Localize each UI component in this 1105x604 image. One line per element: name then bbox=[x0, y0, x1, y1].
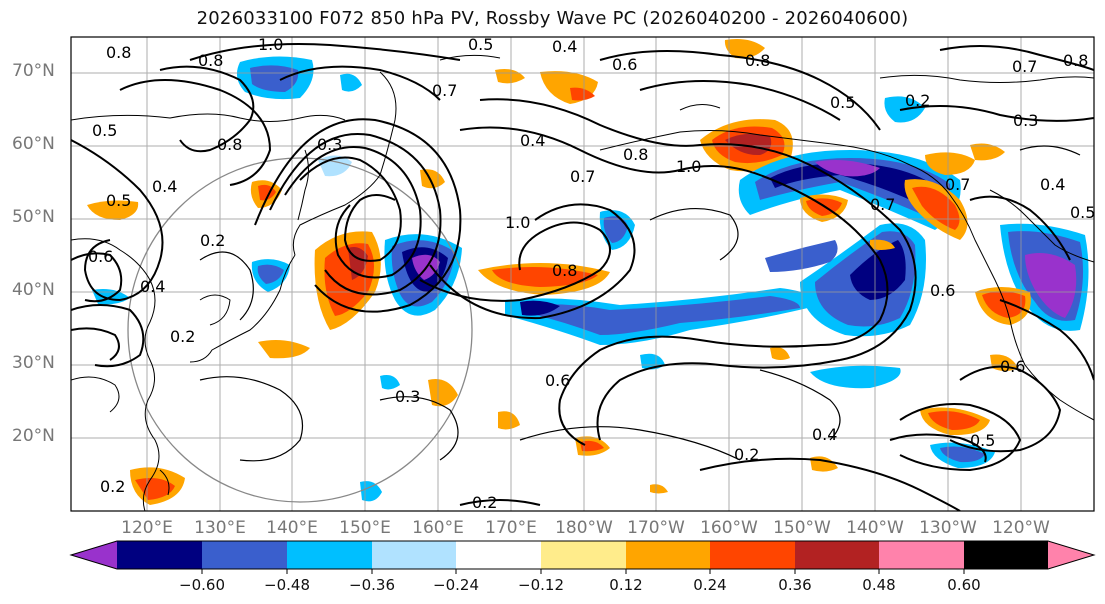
colorbar bbox=[69, 540, 1096, 574]
contour-label: 0.6 bbox=[930, 281, 955, 300]
contour-label: 0.8 bbox=[552, 261, 577, 280]
colorbar-bin bbox=[287, 541, 372, 569]
contour-label: 0.7 bbox=[432, 81, 457, 100]
colorbar-bin bbox=[372, 541, 456, 569]
lon-label: 150°E bbox=[339, 518, 391, 538]
colorbar-tick-label: 0.36 bbox=[778, 576, 812, 594]
colorbar-bin bbox=[202, 541, 287, 569]
contour-label: 0.8 bbox=[745, 51, 770, 70]
contour-label: 0.2 bbox=[905, 91, 930, 110]
colorbar-bin bbox=[710, 541, 795, 569]
colorbar-tick-label: −0.48 bbox=[264, 576, 310, 594]
contour-label: 0.5 bbox=[1070, 203, 1095, 222]
lat-label: 70°N bbox=[12, 61, 55, 81]
lon-label: 120°E bbox=[121, 518, 173, 538]
lat-label: 20°N bbox=[12, 426, 55, 446]
colorbar-tick-label: 0.24 bbox=[693, 576, 727, 594]
contour-label: 0.5 bbox=[92, 121, 117, 140]
contour-labels: 1.0 0.8 0.5 0.4 0.6 0.8 0.7 0.8 0.7 0.3 … bbox=[88, 35, 1095, 512]
lon-label: 120°W bbox=[992, 518, 1050, 538]
lon-label: 180°W bbox=[555, 518, 613, 538]
contour-label: 0.8 bbox=[623, 145, 648, 164]
contour-label: 0.8 bbox=[1063, 51, 1088, 70]
contour-label: 0.3 bbox=[1013, 111, 1038, 130]
colorbar-tick-label: −0.24 bbox=[433, 576, 479, 594]
contour-label: 0.4 bbox=[520, 131, 545, 150]
lat-label: 40°N bbox=[12, 280, 55, 300]
contour-label: 0.2 bbox=[200, 231, 225, 250]
lon-label: 140°E bbox=[266, 518, 318, 538]
colorbar-bin bbox=[626, 541, 710, 569]
lon-label: 130°E bbox=[194, 518, 246, 538]
colorbar-tick-label: −0.12 bbox=[518, 576, 564, 594]
contour-label: 0.2 bbox=[472, 493, 497, 512]
contour-label: 0.5 bbox=[970, 431, 995, 450]
contour-label: 0.6 bbox=[545, 371, 570, 390]
map-title: 2026033100 F072 850 hPa PV, Rossby Wave … bbox=[196, 8, 909, 29]
contour-label: 0.3 bbox=[317, 135, 342, 154]
contour-label: 0.4 bbox=[1040, 175, 1065, 194]
graticule bbox=[71, 37, 1094, 511]
colorbar-extend-high bbox=[1048, 541, 1094, 569]
contour-label: 0.6 bbox=[1000, 357, 1025, 376]
contour-label: 0.2 bbox=[170, 327, 195, 346]
contour-label: 1.0 bbox=[258, 35, 283, 54]
pv-contours bbox=[71, 43, 1094, 511]
contour-label: 0.8 bbox=[217, 135, 242, 154]
colorbar-bin bbox=[541, 541, 626, 569]
colorbar-tick-label: 0.48 bbox=[862, 576, 896, 594]
colorbar-bin bbox=[456, 541, 541, 569]
range-ring bbox=[127, 157, 473, 503]
map-frame bbox=[70, 36, 1095, 512]
contour-label: 0.6 bbox=[88, 247, 113, 266]
pv-contours-thin bbox=[199, 145, 1081, 462]
lon-label: 170°E bbox=[485, 518, 537, 538]
colorbar-tick-label: 0.60 bbox=[947, 576, 981, 594]
contour-label: 0.4 bbox=[812, 425, 837, 444]
colorbar-extend-low bbox=[71, 541, 117, 569]
lon-label: 160°W bbox=[700, 518, 758, 538]
colorbar-bin bbox=[964, 541, 1048, 569]
lat-label: 30°N bbox=[12, 353, 55, 373]
contour-label: 0.5 bbox=[468, 35, 493, 54]
contour-label: 0.7 bbox=[570, 167, 595, 186]
contour-label: 0.5 bbox=[106, 191, 131, 210]
lon-label: 140°W bbox=[846, 518, 904, 538]
coastlines bbox=[71, 54, 1094, 511]
colorbar-tick-label: 0.12 bbox=[609, 576, 643, 594]
contour-label: 0.7 bbox=[945, 175, 970, 194]
lon-label: 150°W bbox=[773, 518, 831, 538]
contour-label: 0.2 bbox=[734, 445, 759, 464]
contour-label: 1.0 bbox=[676, 157, 701, 176]
lon-label: 160°E bbox=[412, 518, 464, 538]
contour-label: 0.7 bbox=[1012, 57, 1037, 76]
lat-label: 60°N bbox=[12, 134, 55, 154]
contour-label: 0.5 bbox=[830, 93, 855, 112]
contour-label: 0.4 bbox=[140, 277, 165, 296]
contour-label: 0.6 bbox=[612, 55, 637, 74]
contour-label: 0.4 bbox=[152, 177, 177, 196]
contour-label: 0.2 bbox=[100, 477, 125, 496]
colorbar-tick-label: −0.60 bbox=[179, 576, 225, 594]
contour-label: 0.8 bbox=[106, 43, 131, 62]
map-field bbox=[71, 37, 1094, 511]
contour-label: 0.8 bbox=[198, 51, 223, 70]
contour-label: 0.7 bbox=[870, 195, 895, 214]
colorbar-bin bbox=[795, 541, 879, 569]
colorbar-tick-label: −0.36 bbox=[349, 576, 395, 594]
colorbar-bin bbox=[117, 541, 202, 569]
contour-label: 0.4 bbox=[552, 37, 577, 56]
contour-label: 0.3 bbox=[395, 387, 420, 406]
colorbar-outline bbox=[69, 540, 1096, 570]
lat-label: 50°N bbox=[12, 207, 55, 227]
contour-label: 1.0 bbox=[505, 213, 530, 232]
colorbar-bin bbox=[879, 541, 964, 569]
lon-label: 130°W bbox=[919, 518, 977, 538]
lon-label: 170°W bbox=[627, 518, 685, 538]
